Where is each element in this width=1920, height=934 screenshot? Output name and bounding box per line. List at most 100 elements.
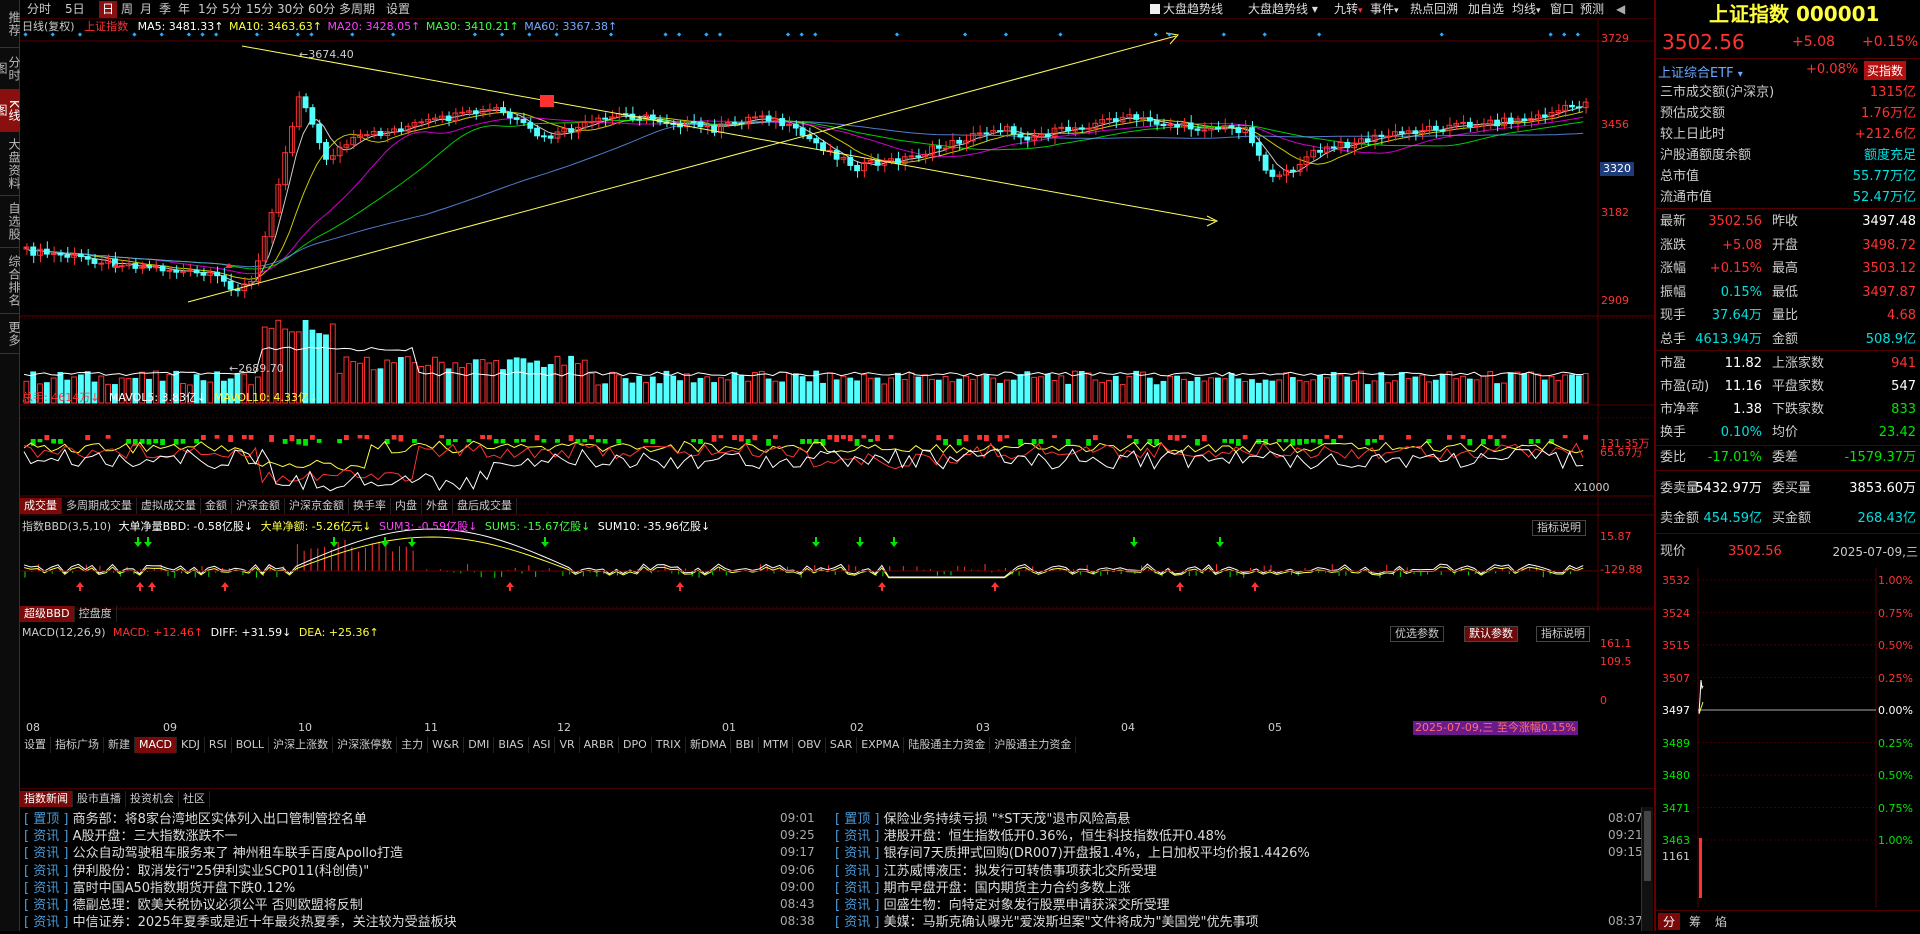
window-button[interactable]: 窗口	[1550, 2, 1575, 16]
tab-inner[interactable]: 内盘	[391, 498, 422, 514]
tab-control[interactable]: 控盘度	[75, 606, 117, 622]
nav-watchlist[interactable]: 自选股	[0, 196, 21, 248]
tab-yan[interactable]: 焰	[1714, 915, 1727, 929]
period-1min[interactable]: 1分	[198, 2, 218, 16]
news-item[interactable]: [ 资讯 ] 伊利股份：取消发行"25伊利实业SCP011(科创债)"	[24, 861, 369, 883]
tab-volume[interactable]: 成交量	[20, 498, 62, 514]
trendline-checkbox[interactable]: 大盘趋势线	[1150, 1, 1223, 18]
indicator-tab[interactable]: 新建	[104, 737, 135, 753]
period-30min[interactable]: 30分	[277, 2, 305, 16]
tab-amount[interactable]: 金额	[201, 498, 232, 514]
trendline-dropdown[interactable]: 大盘趋势线 ▾	[1248, 1, 1318, 18]
tab-virtual-volume[interactable]: 虚拟成交量	[137, 498, 201, 514]
indicator-tab[interactable]: BIAS	[494, 737, 529, 753]
indicator-tab[interactable]: MTM	[759, 737, 794, 753]
macd-explain-button[interactable]: 指标说明	[1536, 626, 1590, 642]
indicator-tab[interactable]: 新DMA	[686, 737, 732, 753]
news-item[interactable]: [ 资讯 ] 期市早盘开盘：国内期货主力合约多数上涨	[835, 878, 1131, 900]
period-5day[interactable]: 5日	[65, 2, 85, 16]
nav-recommend[interactable]: 推荐	[0, 0, 21, 48]
forecast-button[interactable]: 预测	[1580, 2, 1605, 16]
indicator-tab[interactable]: SAR	[826, 737, 858, 753]
news-item[interactable]: [ 资讯 ] 中信证券：2025年夏季或是近十年最炎热夏季，关注较为受益板块	[24, 912, 457, 934]
nav-ranking[interactable]: 综合排名	[0, 248, 21, 314]
tab-fen[interactable]: 分	[1658, 913, 1680, 930]
tab-index-news[interactable]: 指数新闻	[20, 791, 73, 807]
indicator-tab[interactable]: 主力	[397, 737, 429, 753]
indicator-tab[interactable]: BOLL	[232, 737, 270, 753]
indicator-tab[interactable]: MACD	[135, 737, 177, 753]
tab-chou[interactable]: 筹	[1688, 915, 1701, 929]
news-item[interactable]: [ 资讯 ] 回盛生物：向特定对象发行股票申请获深交所受理	[835, 895, 1170, 917]
indicator-tab[interactable]: BBI	[731, 737, 759, 753]
period-15min[interactable]: 15分	[246, 2, 274, 16]
tab-turnover[interactable]: 换手率	[349, 498, 391, 514]
indicator-tab[interactable]: 沪深涨停数	[333, 737, 398, 753]
period-year[interactable]: 年	[178, 2, 191, 16]
indicator-tab[interactable]: RSI	[205, 737, 232, 753]
hotspot-review-button[interactable]: 热点回溯	[1410, 2, 1459, 16]
indicator-tab[interactable]: ARBR	[580, 737, 620, 753]
tab-opportunity[interactable]: 投资机会	[126, 791, 179, 807]
period-timeshare[interactable]: 分时	[27, 2, 52, 16]
indicator-tab[interactable]: DPO	[619, 737, 652, 753]
news-item[interactable]: [ 资讯 ] 公众自动驾驶租车服务来了 神州租车联手百度Apollo打造	[24, 843, 403, 865]
tab-super-bbd[interactable]: 超级BBD	[20, 606, 75, 622]
ma-button[interactable]: 均线▾	[1512, 1, 1541, 18]
etf-name[interactable]: 上证综合ETF ▾	[1658, 62, 1743, 81]
tab-community[interactable]: 社区	[179, 791, 210, 807]
macd-optimized-params-button[interactable]: 优选参数	[1390, 626, 1444, 642]
tab-live[interactable]: 股市直播	[73, 791, 126, 807]
period-day[interactable]: 日	[99, 1, 118, 18]
intraday-mini-chart[interactable]	[1656, 568, 1920, 908]
period-week[interactable]: 周	[121, 2, 134, 16]
kline-chart-area[interactable]	[20, 19, 1654, 611]
indicator-tab[interactable]: DMI	[464, 737, 495, 753]
nav-timeshare[interactable]: 分时图	[0, 48, 21, 90]
period-quarter[interactable]: 季	[159, 2, 172, 16]
news-item[interactable]: [ 置顶 ] 保险业务持续亏损 "*ST天茂"退市风险高悬	[835, 809, 1130, 831]
nav-market-info[interactable]: 大盘资料	[0, 132, 21, 196]
macd-default-params-button[interactable]: 默认参数	[1464, 626, 1518, 642]
nav-kline[interactable]: K线图	[0, 90, 21, 132]
tab-after-hours[interactable]: 盘后成交量	[453, 498, 517, 514]
indicator-tab[interactable]: OBV	[793, 737, 826, 753]
period-month[interactable]: 月	[140, 2, 153, 16]
ninemove-button[interactable]: 九转▾	[1334, 1, 1363, 18]
period-60min[interactable]: 60分	[308, 2, 336, 16]
indicator-tab[interactable]: ASI	[529, 737, 556, 753]
indicator-tab[interactable]: 陆股通主力资金	[904, 737, 991, 753]
back-arrow-icon[interactable]: ◀	[1616, 2, 1626, 16]
estimate-label: 预估成交额	[1660, 106, 1726, 121]
indicator-tab[interactable]: 沪深上涨数	[269, 737, 334, 753]
tab-outer[interactable]: 外盘	[422, 498, 453, 514]
period-multi[interactable]: 多周期	[339, 2, 376, 16]
tab-sh-sz-bj-amount[interactable]: 沪深京金额	[285, 498, 349, 514]
news-item[interactable]: [ 资讯 ] 银存间7天质押式回购(DR007)开盘报1.4%，上日加权平均价报…	[835, 843, 1310, 865]
indicator-tab[interactable]: 沪股通主力资金	[990, 737, 1077, 753]
indicator-tab[interactable]: VR	[555, 737, 580, 753]
bbd-explain-button[interactable]: 指标说明	[1532, 520, 1586, 536]
buy-index-button[interactable]: 买指数	[1864, 61, 1907, 80]
indicator-tab[interactable]: KDJ	[177, 737, 205, 753]
tab-sh-sz-amount[interactable]: 沪深金额	[232, 498, 285, 514]
nav-more[interactable]: 更多	[0, 314, 21, 354]
news-item[interactable]: [ 置顶 ] 商务部：将8家台湾地区实体列入出口管制管控名单	[24, 809, 367, 831]
indicator-tab[interactable]: 设置	[20, 737, 51, 753]
period-5min[interactable]: 5分	[222, 2, 242, 16]
tab-multi-volume[interactable]: 多周期成交量	[62, 498, 137, 514]
indicator-tab[interactable]: W&R	[428, 737, 465, 753]
indicator-tab[interactable]: 指标广场	[51, 737, 104, 753]
news-scrollbar[interactable]	[1641, 807, 1653, 931]
news-item[interactable]: [ 资讯 ] 江苏威博液压：拟发行可转债事项获北交所受理	[835, 861, 1157, 883]
indicator-tab[interactable]: EXPMA	[857, 737, 905, 753]
settings-button[interactable]: 设置	[386, 2, 411, 16]
indicator-tab[interactable]: TRIX	[652, 737, 686, 753]
news-item[interactable]: [ 资讯 ] A股开盘：三大指数涨跌不一	[24, 826, 238, 848]
news-item[interactable]: [ 资讯 ] 美媒：马斯克确认曝光"爱泼斯坦案"文件将成为"美国党"优先事项	[835, 912, 1259, 934]
news-item[interactable]: [ 资讯 ] 富时中国A50指数期货开盘下跌0.12%	[24, 878, 295, 900]
news-item[interactable]: [ 资讯 ] 港股开盘：恒生指数低开0.36%，恒生科技指数低开0.48%	[835, 826, 1226, 848]
event-button[interactable]: 事件▾	[1370, 1, 1399, 18]
news-item[interactable]: [ 资讯 ] 德副总理：欧美关税协议必须公平 否则欧盟将反制	[24, 895, 363, 917]
add-favorite-button[interactable]: 加自选	[1468, 2, 1505, 16]
